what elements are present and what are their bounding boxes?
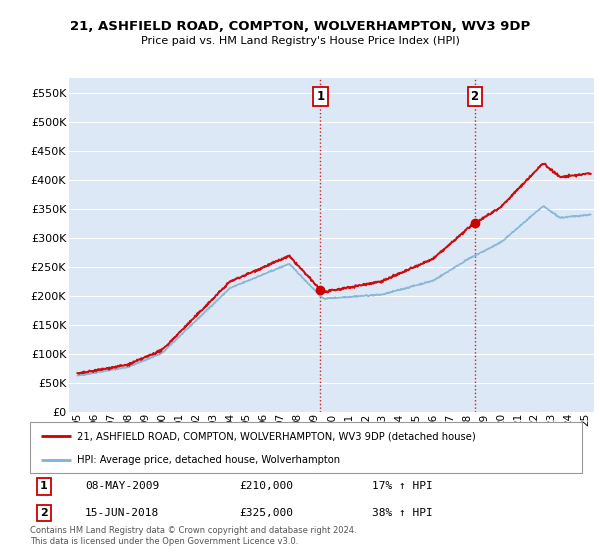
Text: Contains HM Land Registry data © Crown copyright and database right 2024.
This d: Contains HM Land Registry data © Crown c… xyxy=(30,526,356,546)
Text: 17% ↑ HPI: 17% ↑ HPI xyxy=(372,482,433,492)
Text: 21, ASHFIELD ROAD, COMPTON, WOLVERHAMPTON, WV3 9DP (detached house): 21, ASHFIELD ROAD, COMPTON, WOLVERHAMPTO… xyxy=(77,431,476,441)
Text: 1: 1 xyxy=(40,482,47,492)
Text: £325,000: £325,000 xyxy=(240,508,294,518)
Text: HPI: Average price, detached house, Wolverhampton: HPI: Average price, detached house, Wolv… xyxy=(77,455,340,465)
Text: 08-MAY-2009: 08-MAY-2009 xyxy=(85,482,160,492)
Text: 2: 2 xyxy=(40,508,47,518)
Text: 1: 1 xyxy=(316,90,325,103)
Text: 21, ASHFIELD ROAD, COMPTON, WOLVERHAMPTON, WV3 9DP: 21, ASHFIELD ROAD, COMPTON, WOLVERHAMPTO… xyxy=(70,20,530,32)
Text: £210,000: £210,000 xyxy=(240,482,294,492)
Text: 2: 2 xyxy=(470,90,479,103)
Text: 15-JUN-2018: 15-JUN-2018 xyxy=(85,508,160,518)
Text: 38% ↑ HPI: 38% ↑ HPI xyxy=(372,508,433,518)
Text: Price paid vs. HM Land Registry's House Price Index (HPI): Price paid vs. HM Land Registry's House … xyxy=(140,36,460,46)
